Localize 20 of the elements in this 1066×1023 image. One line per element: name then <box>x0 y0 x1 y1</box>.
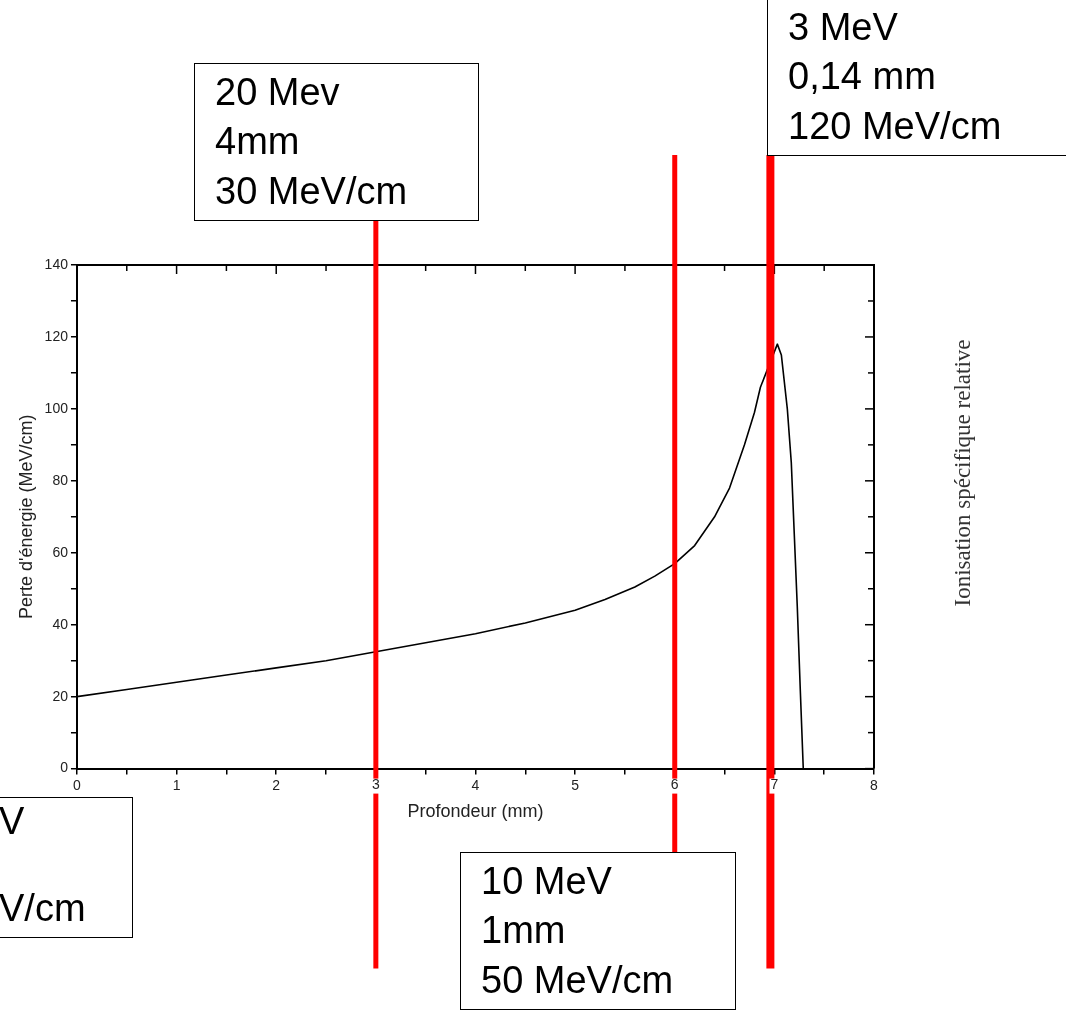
x-tick-label: 5 <box>571 776 580 793</box>
y-tick-label: 0 <box>60 759 69 776</box>
x-axis-title: Profondeur (mm) <box>407 801 544 822</box>
x-tick-label: 1 <box>172 776 181 793</box>
y-tick-label: 80 <box>52 471 69 488</box>
x-tick-label: 4 <box>471 776 480 793</box>
y-tick-label: 100 <box>44 399 69 416</box>
ref-line-label: 20 Mev 4mm 30 MeV/cm <box>194 63 479 222</box>
x-tick-label: 0 <box>73 776 82 793</box>
y-axis-title: Perte d'énergie (MeV/cm) <box>15 414 36 620</box>
text: Ionisation spécifique relative <box>950 339 977 607</box>
y-tick-label: 120 <box>44 327 69 344</box>
y-tick-label: 60 <box>52 543 69 560</box>
ref-line-label: 10 MeV 1mm 50 MeV/cm <box>460 852 736 1011</box>
y-tick-label: 140 <box>44 255 69 272</box>
x-tick-label: 2 <box>272 776 281 793</box>
y-tick-label: 40 <box>52 615 69 632</box>
x-tick-label: 8 <box>870 776 879 793</box>
y-tick-label: 20 <box>52 687 69 704</box>
ref-line-label: 3 MeV 0,14 mm 120 MeV/cm <box>767 0 1066 157</box>
